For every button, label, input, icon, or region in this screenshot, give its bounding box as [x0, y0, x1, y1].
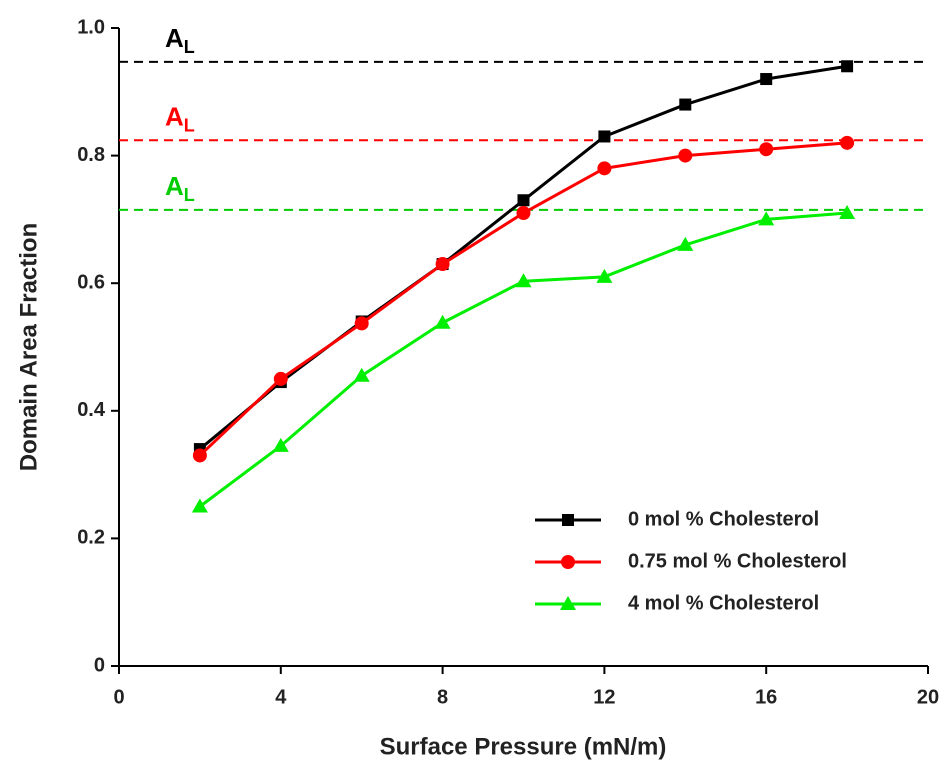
marker [679, 98, 692, 111]
x-axis-title: Surface Pressure (mN/m) [380, 733, 667, 760]
reference-label-sub: L [184, 185, 195, 205]
reference-label-main: A [165, 101, 184, 131]
legend-marker [560, 596, 576, 610]
marker [596, 268, 613, 283]
marker [434, 314, 451, 329]
reference-label: AL [165, 171, 195, 205]
reference-label: AL [165, 101, 195, 135]
y-tick-label: 0.8 [77, 144, 105, 166]
marker [515, 273, 532, 288]
marker [191, 498, 208, 513]
marker [758, 211, 775, 226]
legend-label: 4 mol % Cholesterol [628, 592, 819, 614]
y-tick-label: 0.6 [77, 271, 105, 293]
series-line [198, 64, 848, 451]
series-line [199, 211, 848, 508]
y-tick-label: 0.4 [77, 399, 106, 421]
marker [840, 135, 855, 150]
series-line [198, 141, 848, 457]
reference-label-sub: L [184, 115, 195, 135]
x-tick-label: 8 [437, 686, 448, 708]
legend-marker [561, 555, 575, 569]
legend-marker [562, 514, 574, 526]
marker [435, 257, 450, 272]
legend-label: 0.75 mol % Cholesterol [628, 550, 847, 572]
marker [677, 236, 694, 251]
marker [354, 316, 369, 331]
x-tick-label: 4 [275, 686, 287, 708]
marker [273, 371, 288, 386]
marker [759, 142, 774, 157]
marker [597, 161, 612, 176]
x-tick-label: 12 [593, 686, 615, 708]
y-axis-title: Domain Area Fraction [15, 223, 42, 472]
marker [598, 130, 611, 143]
x-tick-label: 16 [755, 686, 777, 708]
marker [516, 206, 531, 221]
reference-label-main: A [165, 171, 184, 201]
x-tick-label: 0 [113, 686, 124, 708]
reference-label-main: A [165, 23, 184, 53]
marker [353, 367, 370, 382]
reference-label-sub: L [184, 37, 195, 57]
reference-label: AL [165, 23, 195, 57]
marker [192, 448, 207, 463]
marker [272, 437, 289, 452]
legend-label: 0 mol % Cholesterol [628, 508, 819, 530]
marker [839, 205, 856, 220]
y-tick-label: 0.2 [77, 527, 105, 549]
marker [841, 60, 854, 73]
x-tick-label: 20 [917, 686, 939, 708]
y-tick-label: 1.0 [77, 16, 105, 38]
marker [760, 73, 773, 86]
marker [517, 194, 530, 207]
marker [678, 148, 693, 163]
y-tick-label: 0 [94, 654, 105, 676]
